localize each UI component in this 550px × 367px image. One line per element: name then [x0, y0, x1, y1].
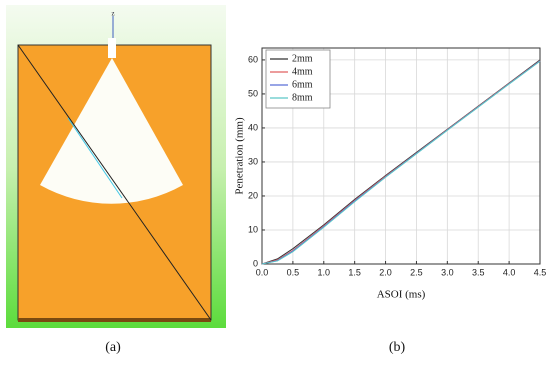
x-tick-label: 0.5: [287, 267, 300, 277]
box-edge: [18, 318, 211, 322]
legend-label: 2mm: [292, 53, 313, 64]
legend-label: 6mm: [292, 79, 313, 90]
y-axis-label: Penetration (mm): [234, 117, 246, 195]
y-tick-label: 40: [248, 122, 258, 132]
x-tick-label: 3.0: [441, 267, 454, 277]
axis-label: z: [111, 10, 114, 18]
y-tick-label: 0: [253, 258, 258, 268]
series-line: [261, 60, 541, 265]
legend-label: 4mm: [292, 66, 313, 77]
y-tick-label: 30: [248, 156, 258, 166]
x-tick-label: 4.0: [503, 267, 516, 277]
section-line: [67, 117, 123, 199]
x-tick-label: 0.0: [256, 267, 269, 277]
x-axis-label: ASOI (ms): [377, 289, 426, 301]
x-tick-label: 1.5: [348, 267, 361, 277]
y-tick-label: 60: [248, 54, 258, 64]
nozzle: [108, 38, 116, 58]
panel-b: ASOI (ms) Penetration (mm) (b) 0.0 0.5 1.0…: [234, 47, 547, 355]
legend-label: 8mm: [292, 92, 313, 103]
x-tick-label: 2.5: [410, 267, 423, 277]
caption: (a): [105, 340, 121, 355]
diagonal: [17, 44, 212, 321]
plot-frame: [261, 47, 541, 265]
x-tick-label: 4.5: [534, 267, 547, 277]
panel-a: z (a): [6, 5, 226, 355]
x-tick-label: 1.0: [318, 267, 331, 277]
x-tick-label: 3.5: [472, 267, 485, 277]
x-tick-label: 2.0: [379, 267, 392, 277]
y-tick-label: 10: [248, 224, 258, 234]
y-tick-label: 20: [248, 190, 258, 200]
spray-sector: [40, 58, 183, 204]
caption: (b): [389, 340, 406, 355]
y-tick-label: 50: [248, 88, 258, 98]
